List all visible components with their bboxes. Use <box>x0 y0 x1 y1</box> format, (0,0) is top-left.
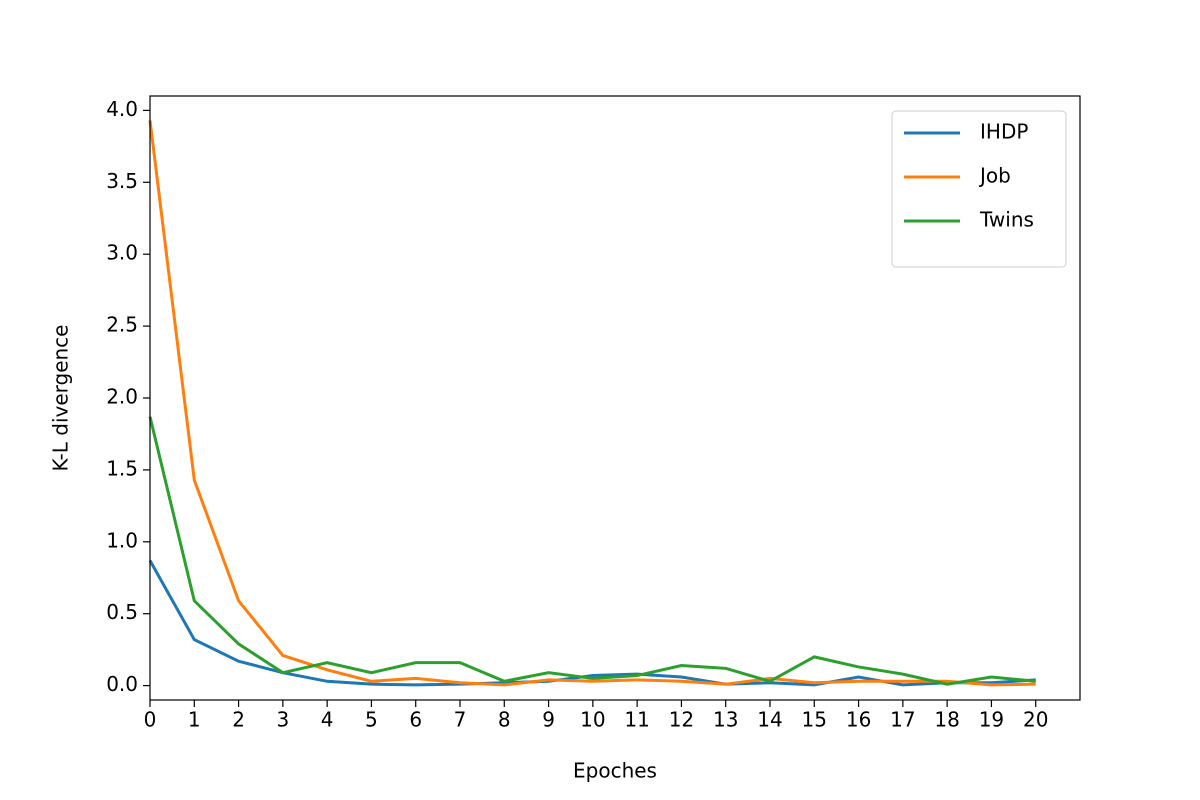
y-axis-label: K-L divergence <box>49 325 73 472</box>
line <box>148 120 1036 687</box>
y-tick-label: 4.0 <box>106 97 138 121</box>
x-tick-label: 14 <box>757 708 782 732</box>
x-tick-label: 16 <box>846 708 871 732</box>
legend-box <box>891 110 1067 268</box>
y-tick-label: 2.0 <box>106 385 138 409</box>
x-tick-label: 5 <box>365 708 378 732</box>
legend-label: Job <box>978 164 1011 188</box>
plot-frame <box>149 95 1081 701</box>
x-tick-label: 17 <box>890 708 915 732</box>
x-tick-label: 10 <box>580 708 605 732</box>
y-tick-label: 1.0 <box>106 528 138 552</box>
y-tick-label: 2.5 <box>106 313 138 337</box>
x-tick-label: 11 <box>624 708 649 732</box>
x-tick-label: 12 <box>669 708 694 732</box>
y-tick-label: 3.5 <box>106 169 138 193</box>
x-tick-label: 9 <box>542 708 555 732</box>
x-tick-label: 4 <box>321 708 334 732</box>
y-tick-label: 0.5 <box>106 600 138 624</box>
x-tick-label: 7 <box>454 708 467 732</box>
x-tick-label: 15 <box>802 708 827 732</box>
y-tick-label: 3.0 <box>106 241 138 265</box>
x-tick-label: 19 <box>979 708 1004 732</box>
y-tick-label: 1.5 <box>106 456 138 480</box>
x-tick-label: 0 <box>144 708 157 732</box>
x-tick-label: 3 <box>276 708 289 732</box>
x-tick-label: 2 <box>232 708 245 732</box>
x-tick-label: 8 <box>498 708 511 732</box>
x-tick-label: 6 <box>409 708 422 732</box>
x-tick-label: 18 <box>934 708 959 732</box>
x-tick-label: 1 <box>188 708 201 732</box>
line <box>148 559 1036 687</box>
line <box>148 416 1036 686</box>
x-tick-label: 20 <box>1023 708 1048 732</box>
x-tick-label: 13 <box>713 708 738 732</box>
y-tick-label: 0.0 <box>106 672 138 696</box>
x-axis-label: Epoches <box>573 759 657 783</box>
legend-label: IHDP <box>980 120 1028 144</box>
legend-label: Twins <box>979 208 1034 232</box>
